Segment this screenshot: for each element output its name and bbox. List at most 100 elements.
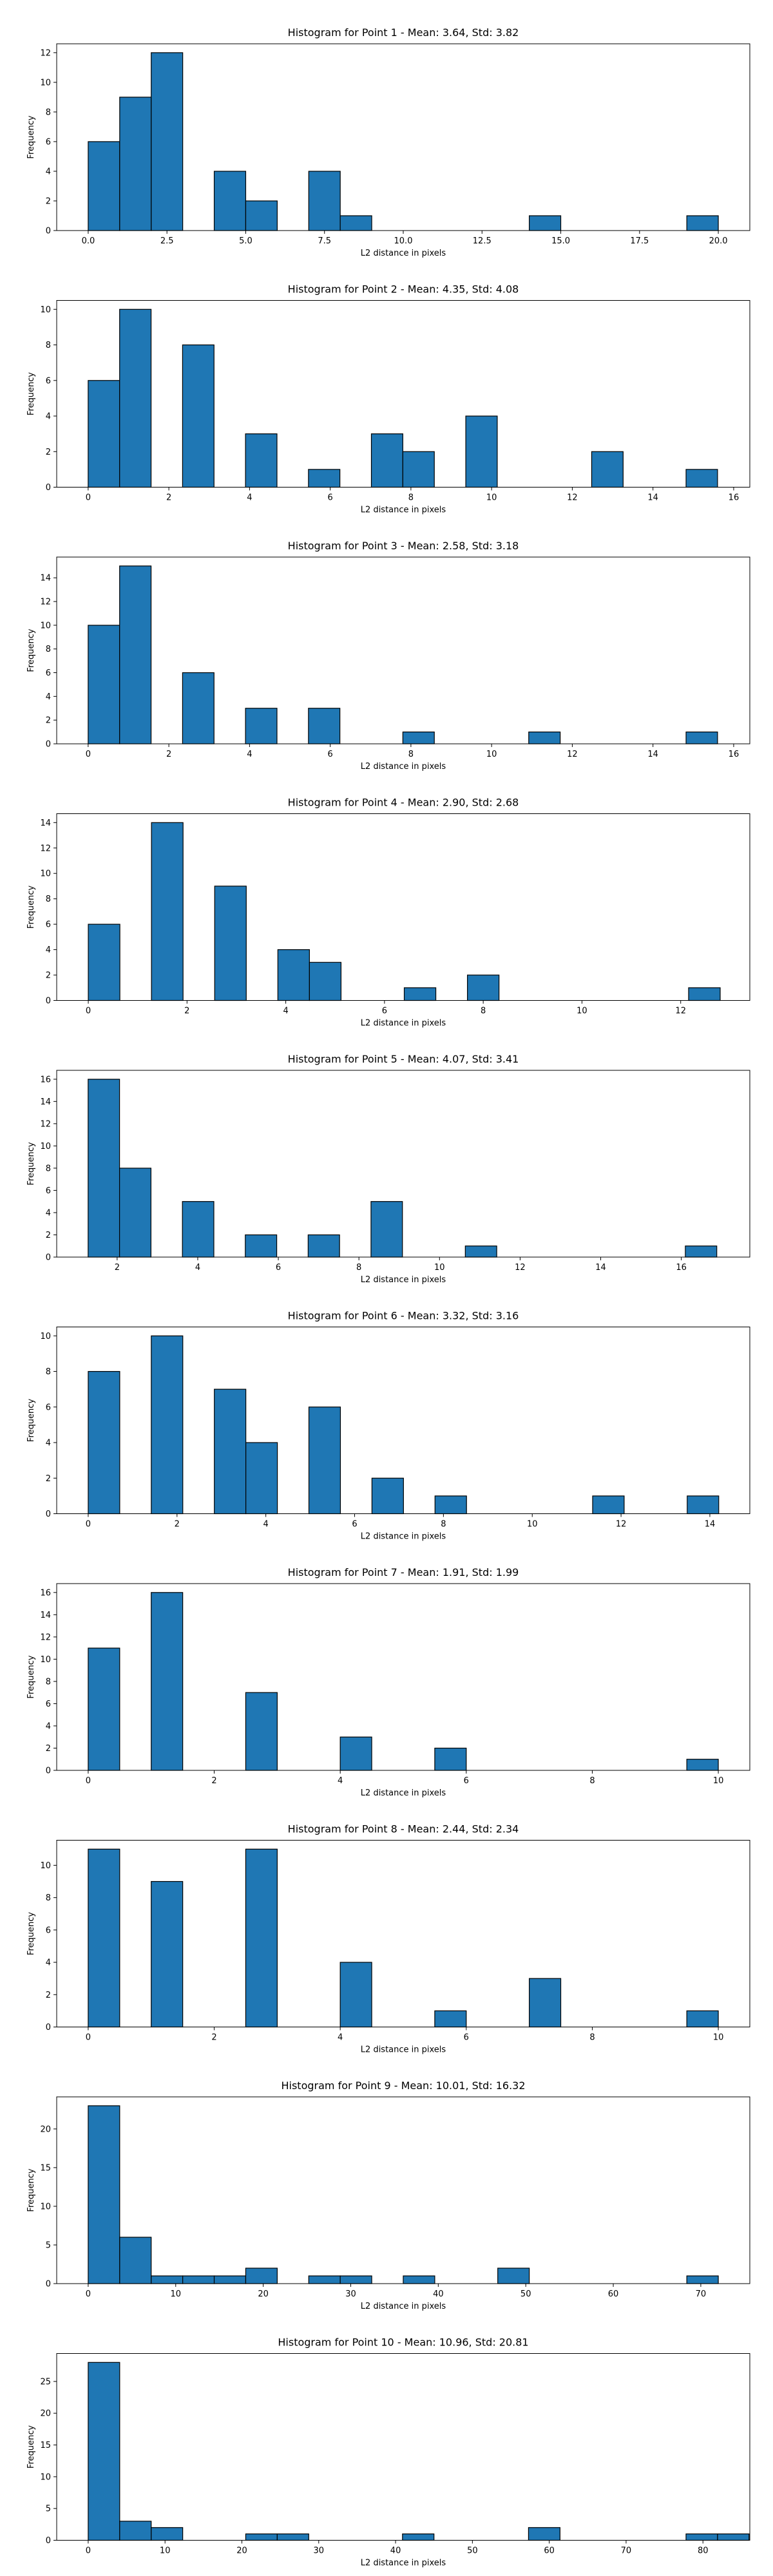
x-tick-label: 0 (86, 2033, 91, 2043)
histogram-bar (686, 215, 719, 231)
chart-panel: Histogram for Point 10 - Mean: 10.96, St… (26, 2336, 750, 2568)
histogram-bar (339, 1962, 372, 2028)
chart-panel: Histogram for Point 1 - Mean: 3.64, Std:… (26, 26, 750, 258)
y-tick-label: 16 (40, 1588, 51, 1598)
histogram-bar (88, 2105, 120, 2284)
y-tick-label: 10 (40, 2472, 51, 2482)
x-tick-label: 14 (595, 1263, 606, 1273)
x-tick-label: 16 (729, 493, 740, 503)
histogram-bar (245, 708, 278, 744)
histogram-bar (339, 215, 372, 231)
y-tick-label: 10 (40, 2202, 51, 2211)
histogram-bar (308, 708, 341, 744)
y-tick-label: 0 (46, 740, 51, 750)
x-tick-label: 0.0 (82, 236, 95, 246)
chart-panel: Histogram for Point 5 - Mean: 4.07, Std:… (26, 1053, 750, 1285)
x-tick-label: 0 (86, 1776, 91, 1786)
chart-panel: Histogram for Point 2 - Mean: 4.35, Std:… (26, 283, 750, 515)
x-tick-label: 0 (86, 2289, 91, 2299)
histogram-bar (119, 1168, 151, 1258)
histogram-bar (529, 215, 562, 231)
y-axis-label: Frequency (26, 1912, 36, 1955)
y-tick-label: 10 (40, 1142, 51, 1151)
chart-title: Histogram for Point 1 - Mean: 3.64, Std:… (288, 26, 519, 39)
histogram-bar (402, 2533, 435, 2541)
histogram-bar (182, 1201, 215, 1258)
x-tick-label: 4 (247, 493, 252, 503)
histogram-bar (309, 961, 342, 1001)
y-axis-label: Frequency (26, 2168, 36, 2211)
y-tick-label: 15 (40, 2163, 51, 2173)
histogram-bar (591, 451, 624, 488)
chart-title: Histogram for Point 7 - Mean: 1.91, Std:… (288, 1566, 519, 1578)
y-tick-label: 10 (40, 305, 51, 315)
y-tick-label: 0 (46, 1766, 51, 1776)
histogram-bar (213, 2275, 247, 2284)
histogram-bar (245, 2533, 278, 2541)
y-tick-label: 15 (40, 2441, 51, 2450)
y-tick-label: 0 (46, 1253, 51, 1263)
y-tick-label: 0 (46, 2280, 51, 2289)
histogram-bar (182, 2275, 215, 2284)
y-tick-label: 0 (46, 483, 51, 493)
histogram-bar (182, 344, 215, 488)
histogram-bar (307, 1234, 340, 1258)
histogram-bar (151, 2275, 184, 2284)
axes-frame (56, 1583, 750, 1771)
histogram-bar (119, 2237, 152, 2284)
histogram-bar (119, 308, 152, 488)
y-tick-label: 4 (46, 692, 51, 702)
histogram-bar (339, 2275, 372, 2284)
x-tick-label: 30 (314, 2546, 325, 2556)
histogram-bar (685, 469, 718, 488)
y-tick-label: 6 (46, 376, 51, 386)
histogram-bar (528, 2527, 560, 2541)
histogram-bar (497, 2268, 530, 2284)
y-tick-label: 10 (40, 78, 51, 88)
x-tick-label: 16 (676, 1263, 687, 1273)
x-tick-label: 14 (647, 493, 658, 503)
axes-frame (56, 2096, 750, 2284)
y-tick-label: 10 (40, 621, 51, 630)
x-tick-label: 60 (608, 2289, 619, 2299)
x-tick-label: 40 (433, 2289, 444, 2299)
histogram-bar (434, 2010, 467, 2028)
x-axis-label: L2 distance in pixels (361, 1788, 446, 1798)
axes-frame (56, 300, 750, 488)
x-tick-label: 80 (698, 2546, 709, 2556)
y-tick-label: 5 (46, 2505, 51, 2514)
x-tick-label: 10 (713, 2033, 724, 2043)
y-tick-label: 6 (46, 668, 51, 678)
histogram-bar (245, 433, 278, 488)
histogram-bar (686, 2275, 719, 2284)
x-tick-label: 4 (247, 750, 252, 759)
x-tick-label: 10 (434, 1263, 445, 1273)
chart-title: Histogram for Point 10 - Mean: 10.96, St… (278, 2336, 528, 2349)
y-tick-label: 4 (46, 1958, 51, 1968)
y-tick-label: 4 (46, 1721, 51, 1731)
x-tick-label: 50 (467, 2546, 478, 2556)
x-tick-label: 20.0 (709, 236, 728, 246)
y-tick-label: 12 (40, 1633, 51, 1642)
histogram-bar (686, 1759, 719, 1771)
x-tick-label: 4 (263, 1520, 269, 1530)
y-axis-label: Frequency (26, 886, 36, 929)
x-tick-label: 4 (195, 1263, 200, 1273)
y-tick-label: 8 (46, 341, 51, 350)
x-tick-label: 10.0 (394, 236, 413, 246)
histogram-bar (308, 469, 341, 488)
y-tick-label: 4 (46, 412, 51, 422)
y-tick-label: 4 (46, 1208, 51, 1218)
y-tick-label: 8 (46, 645, 51, 654)
y-tick-label: 0 (46, 996, 51, 1006)
x-tick-label: 8 (441, 1520, 446, 1530)
y-tick-label: 2 (46, 196, 51, 206)
x-tick-label: 7.5 (318, 236, 331, 246)
x-tick-label: 0 (86, 2546, 91, 2556)
y-tick-label: 6 (46, 1186, 51, 1196)
y-tick-label: 6 (46, 1700, 51, 1709)
histogram-bar (182, 672, 215, 744)
y-tick-label: 6 (46, 137, 51, 147)
histogram-bar (88, 1079, 120, 1258)
chart-title: Histogram for Point 2 - Mean: 4.35, Std:… (288, 283, 519, 296)
